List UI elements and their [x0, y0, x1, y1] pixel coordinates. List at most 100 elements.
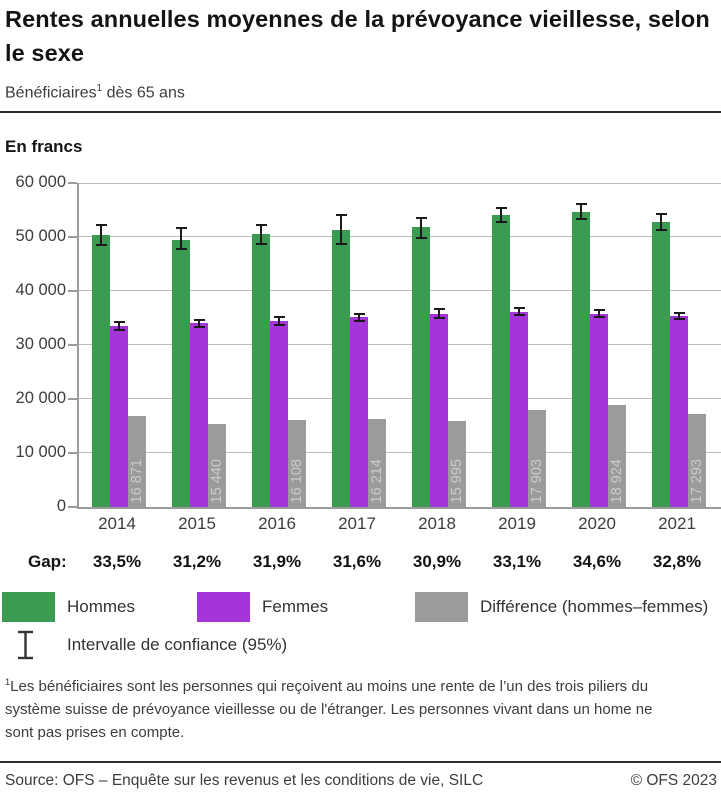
x-tick-label-2021: 2021	[658, 514, 696, 533]
x-tick-label-2016: 2016	[258, 514, 296, 533]
bar-group-2016: 16 108	[239, 183, 319, 507]
y-tick-label-30000: 30 000	[15, 335, 66, 353]
bar-différence-2015: 15 440	[208, 423, 226, 507]
source-text: Source: OFS – Enquête sur les revenus et…	[5, 772, 484, 789]
errorbar-cap-bottom	[273, 324, 285, 327]
errorbar-stem	[438, 308, 440, 320]
bar-group-2015: 15 440	[159, 183, 239, 507]
errorbar-hommes-2018	[415, 217, 427, 239]
bar-femmes-2019	[510, 311, 528, 507]
errorbar-hommes-2019	[495, 206, 507, 223]
bar-femmes-2021	[670, 315, 688, 507]
errorbar-stem	[260, 224, 262, 245]
y-tick-60000	[68, 182, 77, 184]
gridline-10000	[79, 452, 721, 453]
errorbar-stem	[180, 227, 182, 251]
bar-hommes-2014	[92, 234, 110, 507]
bar-value-label-2020: 18 924	[609, 458, 625, 503]
bar-value-label-2016: 16 108	[289, 458, 305, 503]
gap-value-2015: 31,2%	[172, 552, 222, 571]
y-axis-labels: 0 10 000 20 000 30 000 40 000 50 000 60 000	[0, 173, 66, 515]
femmes-swatch	[197, 592, 250, 622]
errorbar-cap-bottom	[673, 318, 685, 321]
y-tick-label-0: 0	[56, 497, 66, 515]
x-tick-label-2018: 2018	[418, 514, 456, 533]
header-divider	[0, 111, 721, 113]
errorbar-cap-bottom	[193, 326, 205, 329]
bar-femmes-2015	[190, 323, 208, 507]
errorbar-stem	[278, 316, 280, 327]
hommes-swatch	[2, 592, 55, 622]
errorbar-stem	[500, 206, 502, 223]
bar-hommes-2017	[332, 229, 350, 507]
bar-différence-2016: 16 108	[288, 420, 306, 507]
errorbar-cap-bottom	[255, 242, 267, 245]
gap-values: 33,5% 31,2% 31,9% 31,6% 30,9% 33,1% 34,6% 32,8%	[77, 552, 719, 572]
errorbar-stem	[340, 213, 342, 246]
gap-value-2018: 30,9%	[412, 552, 462, 571]
bar-value-label-2018: 15 995	[449, 458, 465, 503]
bar-femmes-2020	[590, 313, 608, 507]
bar-group-2021: 17 293	[639, 183, 719, 507]
footnote: 1Les bénéficiaires sont les personnes qu…	[5, 671, 665, 744]
x-tick-label-2017: 2017	[338, 514, 376, 533]
bar-différence-2018: 15 995	[448, 420, 466, 507]
confidence-interval-icon	[18, 630, 33, 660]
errorbar-femmes-2017	[353, 312, 365, 323]
errorbar-stem	[358, 312, 360, 323]
errorbar-femmes-2019	[513, 306, 525, 317]
y-tick-label-50000: 50 000	[15, 227, 66, 245]
errorbar-femmes-2014	[113, 320, 125, 331]
bar-hommes-2020	[572, 211, 590, 507]
legend-difference-label: Différence (hommes–femmes)	[480, 597, 709, 616]
y-tick-label-20000: 20 000	[15, 389, 66, 407]
gridline-40000	[79, 290, 721, 291]
bar-différence-2017: 16 214	[368, 419, 386, 507]
footnote-marker: 1	[5, 677, 11, 687]
errorbar-stem	[518, 306, 520, 317]
bar-hommes-2019	[492, 214, 510, 507]
errorbar-hommes-2016	[255, 224, 267, 245]
errorbar-cap-bottom	[335, 243, 347, 246]
bar-hommes-2015	[172, 239, 190, 507]
errorbar-hommes-2017	[335, 213, 347, 246]
x-tick-label-2019: 2019	[498, 514, 536, 533]
bar-value-label-2015: 15 440	[209, 458, 225, 503]
confidence-interval-label: Intervalle de confiance (95%)	[67, 635, 288, 654]
bar-femmes-2014	[110, 326, 128, 507]
errorbar-cap-bottom	[433, 317, 445, 320]
errorbar-stem	[678, 311, 680, 321]
errorbar-cap-bottom	[495, 220, 507, 223]
errorbar-femmes-2016	[273, 316, 285, 327]
errorbar-cap-bottom	[175, 248, 187, 251]
bar-différence-2019: 17 903	[528, 410, 546, 507]
copyright-text: © OFS 2023	[630, 772, 717, 789]
errorbar-stem	[598, 309, 600, 318]
footer-divider	[0, 761, 721, 763]
gap-value-2017: 31,6%	[332, 552, 382, 571]
y-tick-40000	[68, 290, 77, 292]
bar-group-2018: 15 995	[399, 183, 479, 507]
gap-value-2021: 32,8%	[652, 552, 702, 571]
x-tick-label-2020: 2020	[578, 514, 616, 533]
x-tick-label-2014: 2014	[98, 514, 136, 533]
legend-femmes-label: Femmes	[262, 597, 329, 616]
gap-value-2020: 34,6%	[572, 552, 622, 571]
y-tick-20000	[68, 398, 77, 400]
errorbar-femmes-2018	[433, 308, 445, 320]
gap-row: Gap: 33,5% 31,2% 31,9% 31,6% 30,9% 33,1% 34,6%…	[0, 552, 721, 576]
bar-femmes-2017	[350, 317, 368, 507]
errorbar-hommes-2021	[655, 213, 667, 232]
errorbar-stem	[100, 224, 102, 246]
bar-group-2019: 17 903	[479, 183, 559, 507]
y-axis-unit-label: En francs	[5, 137, 83, 156]
errorbar-hommes-2014	[95, 224, 107, 246]
errorbar-femmes-2020	[593, 309, 605, 318]
subtitle: Bénéficiaires1 dès 65 ans	[5, 83, 185, 102]
bar-hommes-2016	[252, 234, 270, 507]
legend: Hommes Femmes Différence (hommes–femmes)	[0, 592, 721, 622]
errorbar-femmes-2021	[673, 311, 685, 321]
errorbar-hommes-2020	[575, 202, 587, 220]
bar-group-2020: 18 924	[559, 183, 639, 507]
